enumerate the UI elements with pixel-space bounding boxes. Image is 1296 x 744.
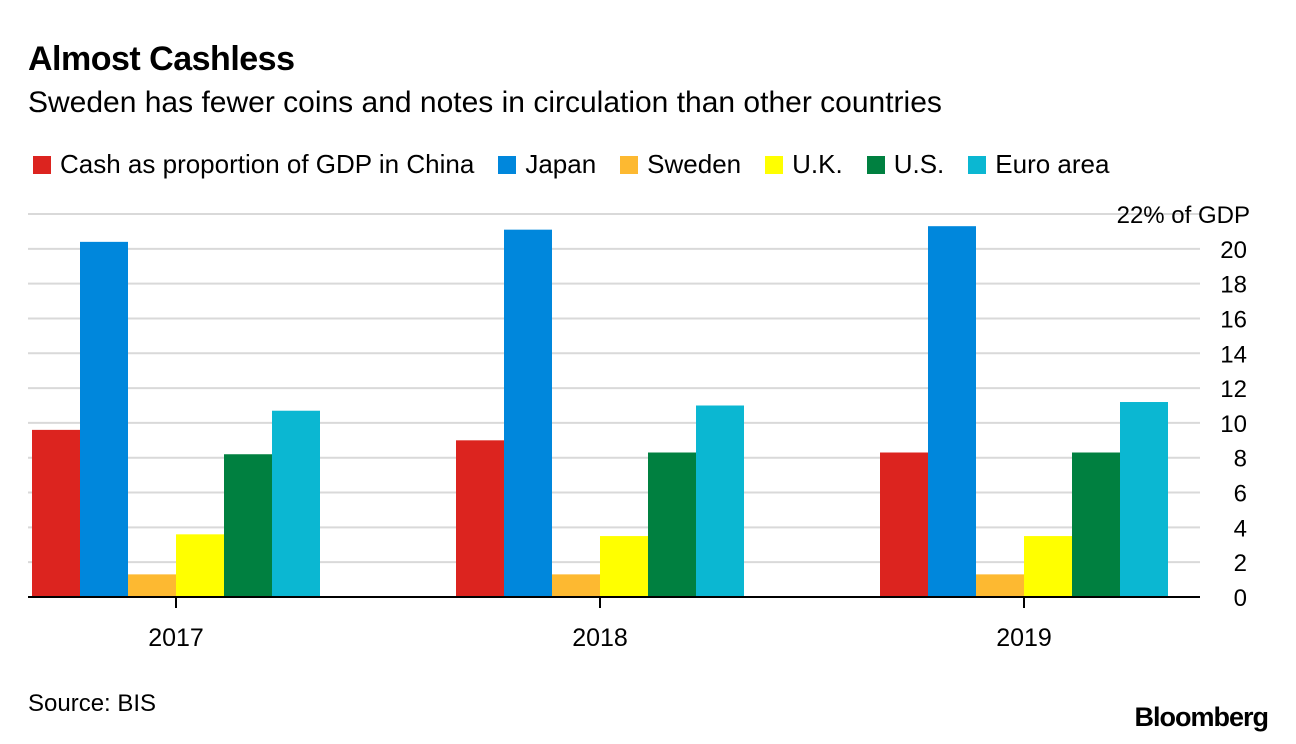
y-tick-label-10: 10 — [1220, 411, 1247, 438]
legend-label-sweden: Sweden — [647, 149, 742, 179]
bar-2017-0 — [32, 429, 80, 597]
legend-item-us: U.S. — [866, 149, 945, 180]
chart-subtitle: Sweden has fewer coins and notes in circ… — [28, 86, 942, 119]
bar-2019-1 — [928, 226, 976, 597]
y-axis-top-label: 22% of GDP — [1117, 202, 1250, 229]
bar-2018-3 — [600, 536, 648, 597]
bar-2017-4 — [224, 454, 272, 597]
y-tick-label-20: 20 — [1220, 237, 1247, 264]
legend-item-euro-area: Euro area — [968, 149, 1109, 180]
legend-swatch-us — [866, 155, 885, 174]
bar-2018-5 — [696, 405, 744, 597]
chart-title: Almost Cashless — [28, 40, 295, 78]
bar-2018-4 — [648, 452, 696, 597]
legend-label-us: U.S. — [893, 149, 945, 179]
bloomberg-logo: Bloomberg — [1134, 702, 1269, 732]
bar-2017-5 — [272, 410, 320, 597]
bar-2018-1 — [504, 229, 552, 597]
legend-label-japan: Japan — [525, 149, 597, 179]
x-tick-label-2018: 2018 — [572, 624, 628, 652]
bar-2019-3 — [1024, 536, 1072, 597]
bar-2019-0 — [880, 452, 928, 597]
y-tick-label-8: 8 — [1234, 446, 1247, 473]
x-tick-label-2017: 2017 — [148, 624, 204, 652]
y-tick-label-14: 14 — [1220, 341, 1247, 368]
y-tick-label-18: 18 — [1220, 272, 1247, 299]
bar-2017-3 — [176, 534, 224, 597]
y-tick-label-4: 4 — [1234, 515, 1247, 542]
bar-2017-1 — [80, 241, 128, 597]
bar-2019-4 — [1072, 452, 1120, 597]
legend-swatch-sweden — [620, 155, 639, 174]
legend-swatch-uk — [765, 155, 784, 174]
bar-2019-2 — [976, 574, 1024, 597]
legend-label-uk: U.K. — [792, 149, 843, 179]
legend-swatch-japan — [498, 155, 517, 174]
bar-2018-0 — [456, 440, 504, 597]
legend-item-japan: Japan — [498, 149, 596, 180]
legend: Cash as proportion of GDP in China Japan… — [33, 149, 1133, 180]
bar-2018-2 — [552, 574, 600, 597]
y-tick-label-2: 2 — [1234, 550, 1247, 577]
legend-item-uk: U.K. — [765, 149, 843, 180]
y-tick-label-16: 16 — [1220, 306, 1247, 333]
bar-2017-2 — [128, 574, 176, 597]
y-tick-label-12: 12 — [1220, 376, 1247, 403]
legend-item-sweden: Sweden — [620, 149, 741, 180]
legend-swatch-euro-area — [968, 155, 987, 174]
legend-swatch-china — [33, 155, 51, 174]
source-note: Source: BIS — [28, 690, 157, 717]
x-tick-label-2019: 2019 — [996, 624, 1052, 652]
legend-item-china: Cash as proportion of GDP in China — [33, 149, 474, 180]
y-tick-label-6: 6 — [1234, 481, 1247, 508]
legend-label-euro-area: Euro area — [995, 149, 1110, 179]
bar-2019-5 — [1120, 402, 1168, 597]
legend-label-china: Cash as proportion of GDP in China — [60, 149, 475, 179]
y-tick-label-0: 0 — [1234, 585, 1247, 612]
